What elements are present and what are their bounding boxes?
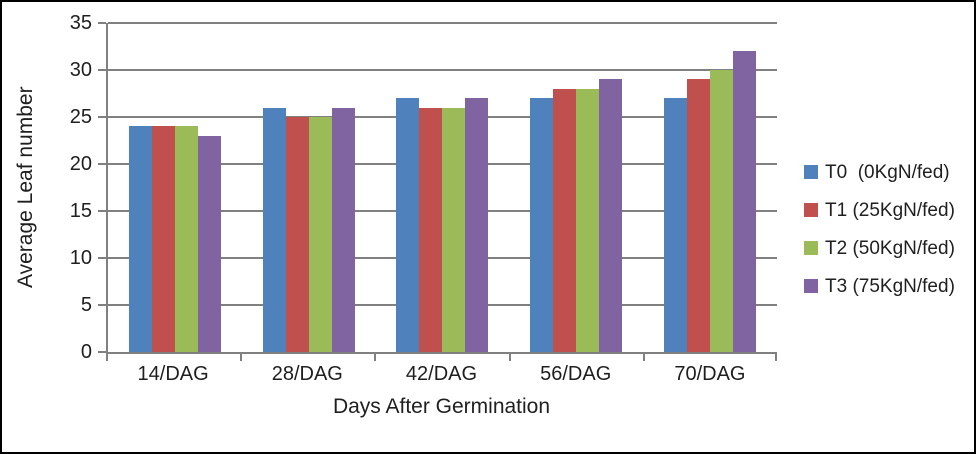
y-tick-label-10: 10 xyxy=(69,247,92,270)
x-tick-label-42/DAG: 42/DAG xyxy=(405,363,478,385)
y-tick-mark-15 xyxy=(98,210,106,212)
bar-T0-56/DAG xyxy=(530,98,554,352)
legend-label: T1 (25KgN/fed) xyxy=(825,199,955,221)
x-tick-mark-1 xyxy=(240,354,243,361)
bar-T0-28/DAG xyxy=(262,107,286,352)
legend-item-T1: T1 (25KgN/fed) xyxy=(804,191,955,229)
bar-T3-28/DAG xyxy=(331,107,355,352)
bar-T1-56/DAG xyxy=(553,88,577,352)
bar-T1-14/DAG xyxy=(151,126,175,352)
y-tick-mark-5 xyxy=(98,304,106,307)
y-tick-mark-0 xyxy=(98,351,106,353)
legend-label: T2 (50KgN/fed) xyxy=(825,237,955,259)
y-tick-mark-25 xyxy=(98,116,106,118)
bar-T3-70/DAG xyxy=(733,51,757,352)
legend-item-T2: T2 (50KgN/fed) xyxy=(804,229,955,267)
bar-group-70/DAG xyxy=(643,23,777,352)
legend: T0 (0KgN/fed) T1 (25KgN/fed) T2 (50KgN/fed… xyxy=(804,153,955,305)
y-tick-mark-35 xyxy=(98,22,106,24)
x-tick-mark-2 xyxy=(374,354,377,361)
y-tick-label-30: 30 xyxy=(69,59,92,81)
x-tick-label-70/DAG: 70/DAG xyxy=(674,363,746,385)
bar-T3-56/DAG xyxy=(599,79,623,352)
bar-T0-14/DAG xyxy=(128,126,152,352)
bar-T0-70/DAG xyxy=(664,98,688,352)
bar-group-42/DAG xyxy=(376,23,510,352)
bar-T2-56/DAG xyxy=(576,88,600,352)
y-axis-tick-labels: 0 5 10 15 20 25 30 35 xyxy=(2,12,92,363)
bar-T3-42/DAG xyxy=(465,98,489,352)
x-axis-tick-marks xyxy=(106,354,777,361)
plot-area xyxy=(106,22,777,354)
y-tick-mark-10 xyxy=(98,257,106,260)
gridline-y-30 xyxy=(108,69,777,71)
x-axis-title: Days After Germination xyxy=(332,395,551,418)
legend-item-T3: T3 (75KgN/fed) xyxy=(804,267,955,305)
y-tick-mark-30 xyxy=(98,69,106,71)
x-tick-label-28/DAG: 28/DAG xyxy=(271,363,343,385)
bar-group-28/DAG xyxy=(242,23,376,352)
y-tick-label-0: 0 xyxy=(80,341,92,363)
bar-group-56/DAG xyxy=(509,23,643,352)
bar-T1-28/DAG xyxy=(285,117,309,352)
legend-color-swatch xyxy=(804,165,818,179)
y-tick-label-15: 15 xyxy=(69,200,92,222)
x-tick-mark-0 xyxy=(106,354,108,361)
bar-T2-14/DAG xyxy=(174,126,198,352)
legend-label: T0 (0KgN/fed) xyxy=(825,161,950,183)
legend-color-swatch xyxy=(804,279,818,293)
legend-color-swatch xyxy=(804,241,818,255)
legend-label: T3 (75KgN/fed) xyxy=(825,275,955,297)
bar-group-14/DAG xyxy=(108,23,242,352)
bar-T1-70/DAG xyxy=(687,79,711,352)
x-axis-tick-labels: 14/DAG 28/DAG 42/DAG 56/DAG 70/DAG xyxy=(106,362,777,386)
gridline-y-35 xyxy=(108,22,777,24)
y-tick-label-5: 5 xyxy=(80,294,92,317)
x-tick-mark-5 xyxy=(775,354,777,361)
y-axis-tick-marks xyxy=(98,22,106,353)
bar-T2-70/DAG xyxy=(710,70,734,352)
y-tick-label-35: 35 xyxy=(69,12,92,34)
x-tick-label-56/DAG: 56/DAG xyxy=(540,363,612,385)
bar-T1-42/DAG xyxy=(419,107,443,352)
legend-item-T0: T0 (0KgN/fed) xyxy=(804,153,955,191)
bar-T2-28/DAG xyxy=(308,117,332,352)
bar-T0-42/DAG xyxy=(396,98,420,352)
y-tick-mark-20 xyxy=(98,163,106,166)
y-tick-label-20: 20 xyxy=(69,153,92,176)
bar-T3-14/DAG xyxy=(197,135,221,352)
x-tick-label-14/DAG: 14/DAG xyxy=(137,363,209,385)
bar-T2-42/DAG xyxy=(442,107,466,352)
y-tick-label-25: 25 xyxy=(69,106,92,128)
bar-groups xyxy=(108,23,777,352)
legend-color-swatch xyxy=(804,203,818,217)
x-tick-mark-3 xyxy=(508,354,511,361)
x-tick-mark-4 xyxy=(642,354,645,361)
